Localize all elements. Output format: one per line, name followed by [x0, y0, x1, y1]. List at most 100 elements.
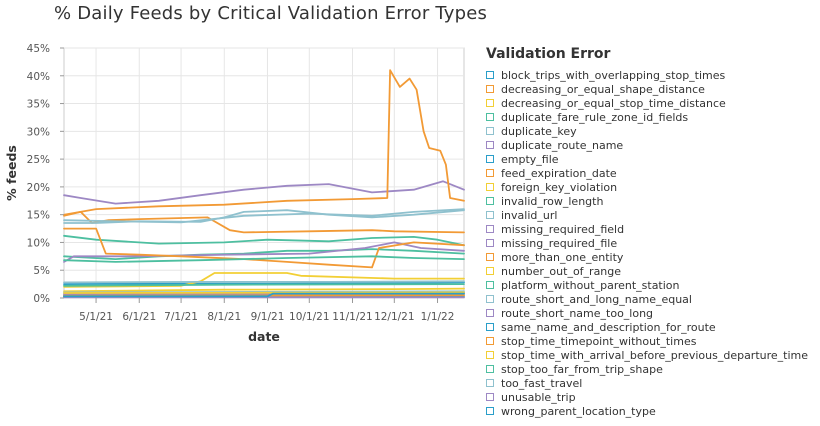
legend-swatch	[486, 99, 494, 107]
legend-label: feed_expiration_date	[501, 166, 617, 180]
series-line-more-than-one-entity	[63, 227, 465, 269]
legend-swatch	[486, 393, 494, 401]
x-tick-label: 11/1/21	[332, 311, 372, 323]
x-tick-label: 9/1/21	[251, 311, 285, 323]
legend-label: block_trips_with_overlapping_stop_times	[501, 68, 726, 82]
legend-swatch	[486, 253, 494, 261]
legend-item: same_name_and_description_for_route	[486, 320, 808, 334]
x-tick-label: 12/1/21	[374, 311, 414, 323]
legend-swatch	[486, 323, 494, 331]
legend-swatch	[486, 169, 494, 177]
x-tick-label: 10/1/21	[289, 311, 329, 323]
legend-label: stop_time_with_arrival_before_previous_d…	[501, 348, 809, 362]
series-line-too-fast-travel	[63, 208, 465, 224]
legend-item: more_than_one_entity	[486, 250, 808, 264]
legend-item: route_short_name_too_long	[486, 306, 808, 320]
legend-label: invalid_row_length	[501, 194, 604, 208]
series-line-invalid-row-length	[63, 248, 465, 261]
legend-label: foreign_key_violation	[501, 180, 618, 194]
series-lines	[63, 69, 465, 299]
legend-swatch	[486, 71, 494, 79]
x-tick-label: 8/1/21	[207, 311, 241, 323]
legend-item: unusable_trip	[486, 390, 808, 404]
line-chart: 0% 5% 10% 15% 20% 25% 30% 35% 40% 45% 5/1/21 6/1/21…	[4, 43, 465, 344]
x-axis-label: date	[248, 329, 280, 344]
y-tick-label: 30%	[27, 126, 50, 138]
legend-item: missing_required_file	[486, 236, 808, 250]
legend-item: empty_file	[486, 152, 808, 166]
legend-swatch	[486, 85, 494, 93]
legend-swatch	[486, 155, 494, 163]
legend-swatch	[486, 141, 494, 149]
legend-label: platform_without_parent_station	[501, 278, 680, 292]
legend-label: decreasing_or_equal_stop_time_distance	[501, 96, 726, 110]
legend-item: invalid_row_length	[486, 194, 808, 208]
legend-item: duplicate_fare_rule_zone_id_fields	[486, 110, 808, 124]
series-line-duplicate-fare-rule-zone-id-fields	[63, 234, 465, 247]
legend-label: stop_too_far_from_trip_shape	[501, 362, 663, 376]
legend-item: missing_required_field	[486, 222, 808, 236]
legend-label: missing_required_field	[501, 222, 625, 236]
legend-swatch	[486, 281, 494, 289]
legend-swatch	[486, 267, 494, 275]
series-line-stop-time-with-arrival-before-previous-departure-time	[63, 291, 465, 294]
legend-label: route_short_name_too_long	[501, 306, 654, 320]
chart-title: % Daily Feeds by Critical Validation Err…	[54, 3, 488, 24]
series-line-stop-too-far-from-trip-shape	[63, 255, 465, 263]
legend-swatch	[486, 351, 494, 359]
legend-label: duplicate_fare_rule_zone_id_fields	[501, 110, 689, 124]
legend-item: decreasing_or_equal_stop_time_distance	[486, 96, 808, 110]
y-tick-label: 20%	[27, 182, 50, 194]
x-tick-label: 6/1/21	[122, 311, 156, 323]
legend-label: duplicate_key	[501, 124, 577, 138]
legend-label: number_out_of_range	[501, 264, 622, 278]
legend-swatch	[486, 337, 494, 345]
legend-swatch	[486, 113, 494, 121]
legend-label: too_fast_travel	[501, 376, 583, 390]
legend-label: same_name_and_description_for_route	[501, 320, 716, 334]
legend-item: invalid_url	[486, 208, 808, 222]
legend-item: foreign_key_violation	[486, 180, 808, 194]
series-line-invalid-url	[63, 280, 465, 284]
legend-item: stop_time_with_arrival_before_previous_d…	[486, 348, 808, 362]
legend-label: empty_file	[501, 152, 559, 166]
series-line-duplicate-route-name	[63, 180, 465, 205]
legend-label: invalid_url	[501, 208, 558, 222]
series-line-wrong-parent-location-type	[63, 292, 465, 298]
y-tick-label: 40%	[27, 71, 50, 83]
axes: 0% 5% 10% 15% 20% 25% 30% 35% 40% 45% 5/1/21 6/1/21…	[4, 43, 454, 344]
legend-label: decreasing_or_equal_shape_distance	[501, 82, 705, 96]
legend-item: stop_time_timepoint_without_times	[486, 334, 808, 348]
legend-swatch	[486, 183, 494, 191]
legend-swatch	[486, 407, 494, 415]
series-line-missing-required-field	[63, 241, 465, 263]
legend-label: route_short_and_long_name_equal	[501, 292, 692, 306]
legend-item: feed_expiration_date	[486, 166, 808, 180]
y-tick-label: 5%	[33, 265, 50, 277]
y-tick-label: 35%	[27, 99, 50, 111]
series-line-feed-expiration-date	[63, 69, 465, 216]
x-tick-label: 7/1/21	[164, 311, 198, 323]
legend-swatch	[486, 197, 494, 205]
legend-title: Validation Error	[486, 46, 611, 62]
legend-label: more_than_one_entity	[501, 250, 624, 264]
y-axis-label: % feeds	[4, 145, 19, 201]
series-line-platform-without-parent-station	[63, 283, 465, 287]
legend-swatch	[486, 211, 494, 219]
legend-swatch	[486, 379, 494, 387]
legend-swatch	[486, 295, 494, 303]
x-tick-label: 1/1/22	[421, 311, 455, 323]
legend-item: platform_without_parent_station	[486, 278, 808, 292]
y-tick-label: 45%	[27, 43, 50, 55]
series-line-block-trips-with-overlapping-stop-times	[63, 281, 465, 286]
legend-swatch	[486, 365, 494, 373]
legend-label: duplicate_route_name	[501, 138, 624, 152]
legend-item: stop_too_far_from_trip_shape	[486, 362, 808, 376]
legend-item: number_out_of_range	[486, 264, 808, 278]
y-tick-label: 10%	[27, 237, 50, 249]
legend-item: too_fast_travel	[486, 376, 808, 390]
legend-label: wrong_parent_location_type	[501, 404, 656, 418]
y-tick-label: 0%	[33, 293, 50, 305]
legend-swatch	[486, 309, 494, 317]
legend-item: route_short_and_long_name_equal	[486, 292, 808, 306]
